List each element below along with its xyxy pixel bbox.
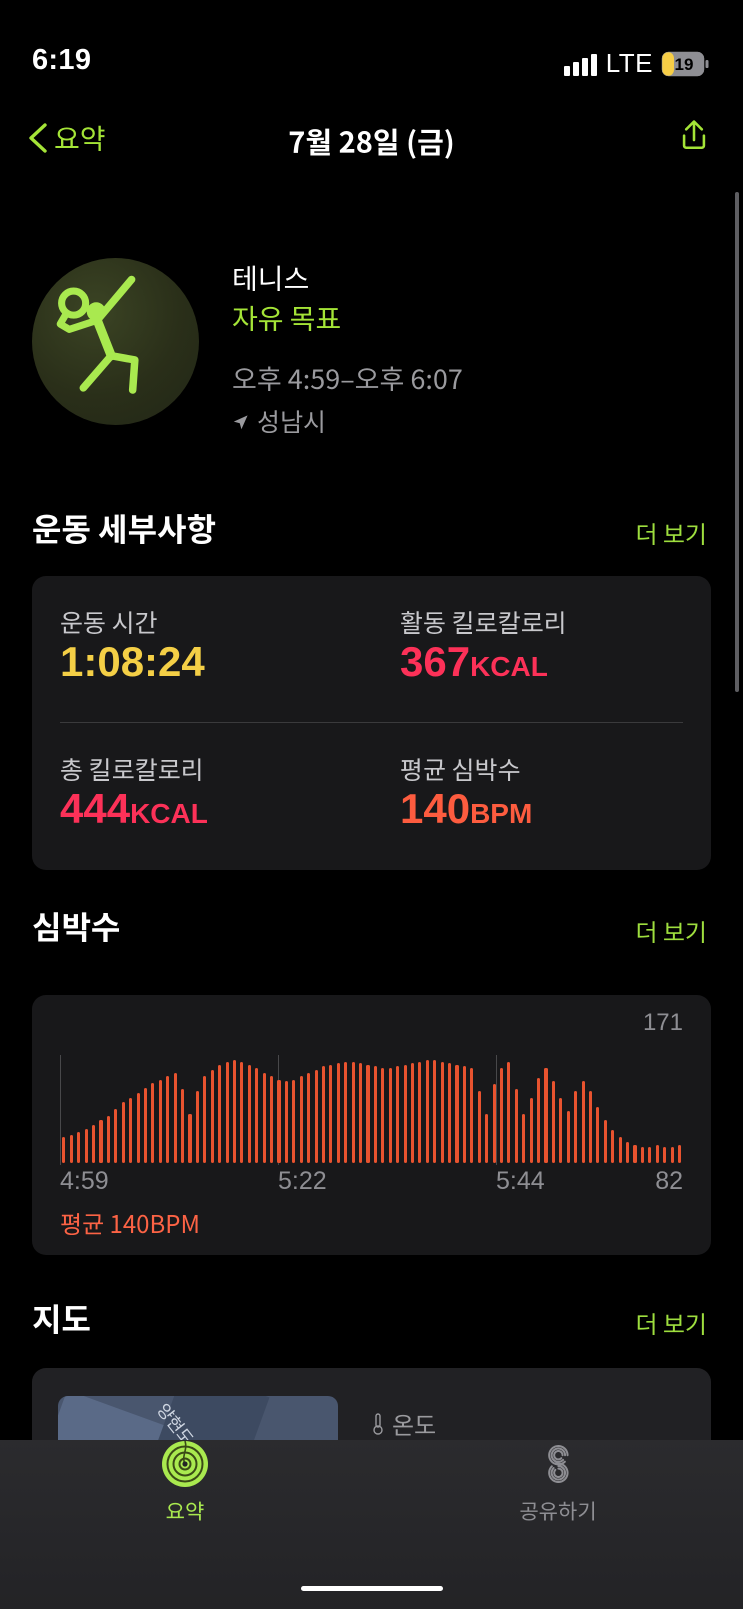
svg-text:19: 19 <box>675 55 694 74</box>
